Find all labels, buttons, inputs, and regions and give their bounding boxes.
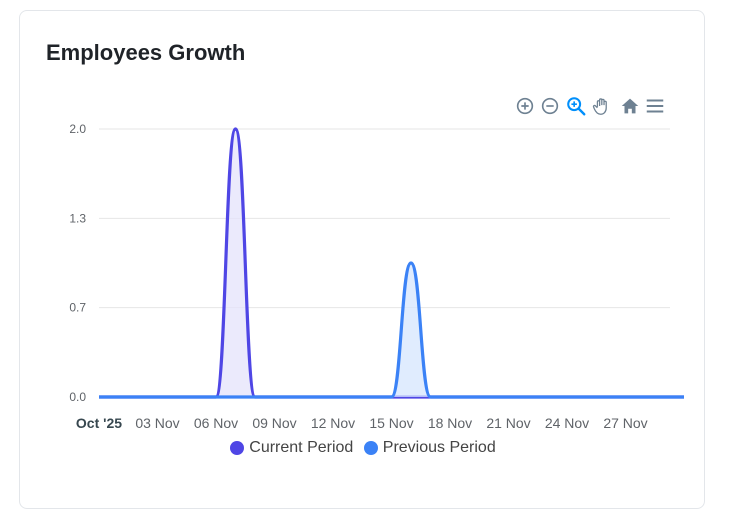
series-area-current bbox=[99, 129, 684, 397]
x-tick-label: 09 Nov bbox=[252, 415, 296, 431]
legend-marker-previous bbox=[363, 441, 378, 455]
y-tick-label: 2.0 bbox=[69, 122, 86, 136]
zoom-out-icon[interactable] bbox=[539, 95, 561, 117]
chart-legend: Current Period Previous Period bbox=[20, 439, 706, 460]
menu-icon[interactable] bbox=[644, 95, 666, 117]
legend-previous-period[interactable]: Previous Period bbox=[363, 439, 496, 457]
employees-growth-card: Employees Growth 2.0 1.3 0.7 0.0 Oct '25 03 N… bbox=[19, 10, 705, 509]
legend-label-current: Current Period bbox=[249, 439, 354, 456]
legend-marker-current bbox=[230, 441, 245, 455]
chart-toolbar bbox=[514, 95, 672, 119]
x-tick-label: 21 Nov bbox=[486, 415, 530, 431]
y-tick-label: 1.3 bbox=[69, 211, 86, 225]
legend-label-previous: Previous Period bbox=[382, 439, 496, 456]
x-tick-label: Oct '25 bbox=[76, 415, 122, 431]
series-area-previous bbox=[99, 263, 684, 397]
series-line-current bbox=[99, 127, 684, 399]
x-tick-label: 27 Nov bbox=[603, 415, 647, 431]
x-tick-label: 12 Nov bbox=[311, 415, 355, 431]
y-tick-label: 0.0 bbox=[69, 390, 86, 404]
legend-current-period[interactable]: Current Period bbox=[230, 439, 353, 457]
x-tick-label: 15 Nov bbox=[369, 415, 413, 431]
x-tick-label: 24 Nov bbox=[545, 415, 589, 431]
x-tick-label: 03 Nov bbox=[135, 415, 179, 431]
y-tick-label: 0.7 bbox=[69, 301, 86, 315]
employees-growth-chart: 2.0 1.3 0.7 0.0 Oct '25 03 Nov 06 Nov 09 Nov 12 … bbox=[69, 122, 684, 431]
pan-hand-icon[interactable] bbox=[591, 95, 613, 117]
series-line-previous bbox=[99, 261, 684, 399]
zoom-in-icon[interactable] bbox=[514, 95, 536, 117]
card-title: Employees Growth bbox=[46, 40, 246, 65]
x-tick-label: 18 Nov bbox=[428, 415, 472, 431]
selection-zoom-icon[interactable] bbox=[565, 95, 587, 117]
x-tick-label: 06 Nov bbox=[194, 415, 238, 431]
reset-home-icon[interactable] bbox=[619, 95, 641, 117]
